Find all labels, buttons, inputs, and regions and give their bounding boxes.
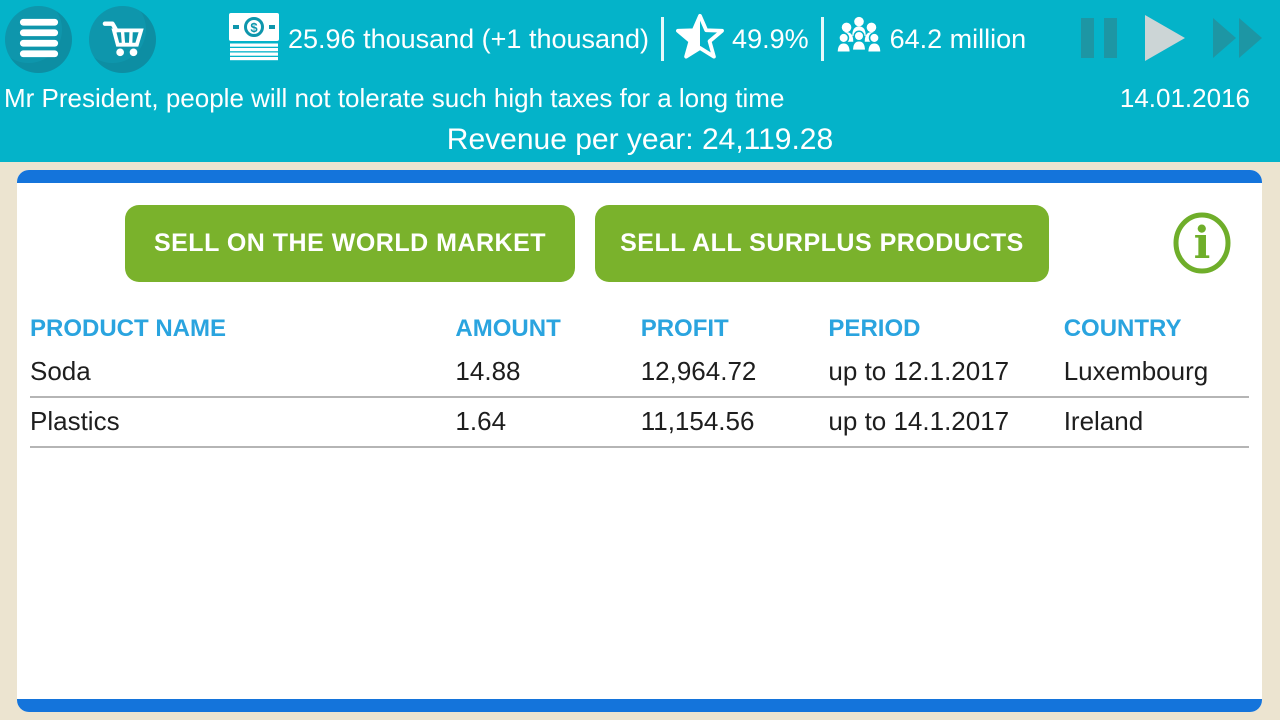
news-ticker-row: Mr President, people will not tolerate s… <box>0 78 1280 118</box>
revenue-per-year-text: Revenue per year: 24,119.28 <box>446 123 834 156</box>
pause-icon <box>1080 17 1118 62</box>
top-header-bar: $ 25.96 thousand (+1 thousand) <box>0 0 1280 162</box>
fast-forward-button[interactable] <box>1212 17 1264 62</box>
fast-forward-icon <box>1212 17 1264 62</box>
advisor-message: Mr President, people will not tolerate s… <box>4 82 785 113</box>
cell-product: Plastics <box>30 406 120 436</box>
money-icon: $ <box>228 11 280 68</box>
cell-amount: 14.88 <box>455 356 521 386</box>
menu-button[interactable] <box>5 5 72 73</box>
shopping-cart-icon <box>102 17 144 62</box>
treasury-value: 25.96 thousand (+1 thousand) <box>288 23 650 54</box>
header-country: COUNTRY <box>1063 315 1182 342</box>
approval-value: 49.9% <box>732 23 809 54</box>
world-market-panel: SELL ON THE WORLD MARKET SELL ALL SURPLU… <box>17 170 1262 712</box>
header-period: PERIOD <box>828 315 921 342</box>
cell-profit: 12,964.72 <box>640 356 757 386</box>
play-icon <box>1144 14 1186 65</box>
cell-amount: 1.64 <box>455 406 507 436</box>
contracts-table: PRODUCT NAME AMOUNT PROFIT PERIOD COUNTR… <box>30 311 1249 448</box>
play-button[interactable] <box>1144 14 1186 65</box>
hamburger-icon <box>18 17 60 62</box>
cell-product: Soda <box>30 356 91 386</box>
approval-star-icon <box>676 13 725 66</box>
approval-stat[interactable]: 49.9% <box>676 13 809 66</box>
info-button[interactable]: i <box>1170 211 1234 275</box>
population-stat[interactable]: 64.2 million <box>835 15 1027 64</box>
cell-country: Ireland <box>1063 406 1144 436</box>
info-icon: i <box>1170 212 1234 278</box>
pause-button[interactable] <box>1080 17 1118 62</box>
game-date: 14.01.2016 <box>1119 82 1250 113</box>
stat-divider <box>661 17 665 61</box>
svg-text:$: $ <box>250 20 258 35</box>
header-amount: AMOUNT <box>455 315 561 342</box>
header-profit: PROFIT <box>640 315 729 342</box>
cell-profit: 11,154.56 <box>640 406 755 436</box>
stat-divider <box>820 17 824 61</box>
table-row[interactable]: Soda 14.88 12,964.72 up to 12.1.2017 Lux… <box>30 348 1249 398</box>
population-crowd-icon <box>835 15 882 64</box>
panel-bottom-accent <box>17 699 1262 712</box>
cell-period: up to 14.1.2017 <box>828 406 1010 436</box>
svg-text:i: i <box>1194 218 1211 269</box>
revenue-banner: Revenue per year: 24,119.28 <box>0 118 1280 162</box>
sell-world-market-button[interactable]: SELL ON THE WORLD MARKET <box>125 205 575 282</box>
header-product-name: PRODUCT NAME <box>30 315 226 342</box>
cell-period: up to 12.1.2017 <box>828 356 1010 386</box>
population-value: 64.2 million <box>889 23 1027 54</box>
panel-top-accent <box>17 170 1262 183</box>
table-header-row: PRODUCT NAME AMOUNT PROFIT PERIOD COUNTR… <box>30 311 1249 348</box>
stats-row: $ 25.96 thousand (+1 thousand) <box>0 0 1280 78</box>
sell-all-surplus-button[interactable]: SELL ALL SURPLUS PRODUCTS <box>595 205 1049 282</box>
cell-country: Luxembourg <box>1063 356 1209 386</box>
treasury-stat[interactable]: $ 25.96 thousand (+1 thousand) <box>228 11 649 68</box>
table-row[interactable]: Plastics 1.64 11,154.56 up to 14.1.2017 … <box>30 398 1249 448</box>
time-controls <box>1080 14 1264 65</box>
shop-button[interactable] <box>89 5 156 73</box>
